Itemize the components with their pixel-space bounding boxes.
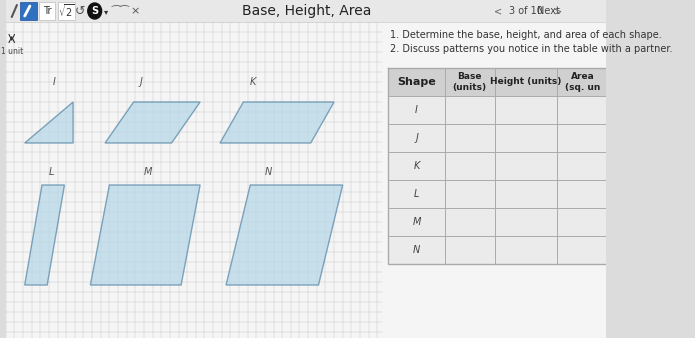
- Text: $\sqrt{2}$: $\sqrt{2}$: [58, 3, 74, 19]
- Text: M: M: [144, 167, 152, 177]
- Text: L: L: [414, 189, 419, 199]
- Bar: [6, 0, 606, 22]
- Text: 2. Discuss patterns you notice in the table with a partner.: 2. Discuss patterns you notice in the ta…: [390, 44, 673, 54]
- Bar: [40, 2, 55, 20]
- Text: Base
(units): Base (units): [452, 72, 486, 92]
- Text: S: S: [91, 6, 98, 17]
- Text: Base, Height, Area: Base, Height, Area: [242, 4, 371, 18]
- Text: I: I: [415, 105, 418, 115]
- Text: <: <: [494, 6, 502, 16]
- Text: N: N: [413, 245, 420, 255]
- Text: 1. Determine the base, height, and area of each shape.: 1. Determine the base, height, and area …: [390, 30, 662, 40]
- Polygon shape: [105, 102, 200, 143]
- Circle shape: [88, 3, 101, 19]
- Text: I: I: [54, 77, 56, 87]
- Text: >: >: [555, 6, 562, 16]
- Bar: [389, 68, 609, 96]
- Text: J: J: [140, 77, 142, 87]
- Text: ⁀: ⁀: [111, 7, 120, 17]
- Text: ▾: ▾: [104, 7, 108, 17]
- Bar: [58, 2, 75, 20]
- Bar: [19, 2, 37, 20]
- Text: Tr: Tr: [43, 6, 51, 16]
- Polygon shape: [226, 185, 343, 285]
- Text: Shape: Shape: [398, 77, 436, 87]
- Text: K: K: [414, 161, 420, 171]
- Text: Next: Next: [537, 6, 560, 16]
- Text: ⁀: ⁀: [120, 7, 129, 17]
- Text: L: L: [49, 167, 54, 177]
- Text: J: J: [415, 133, 418, 143]
- Text: Area
(sq. un: Area (sq. un: [565, 72, 600, 92]
- Polygon shape: [25, 102, 73, 143]
- Text: 1 unit: 1 unit: [1, 47, 23, 56]
- Text: 3 of 10: 3 of 10: [509, 6, 543, 16]
- Text: K: K: [250, 77, 256, 87]
- Polygon shape: [25, 185, 65, 285]
- Text: N: N: [265, 167, 272, 177]
- Bar: [389, 68, 609, 264]
- Text: Height (units): Height (units): [490, 77, 562, 87]
- Polygon shape: [220, 102, 334, 143]
- Text: ×: ×: [130, 6, 140, 16]
- Text: ↺: ↺: [75, 4, 85, 18]
- Text: M: M: [412, 217, 420, 227]
- Polygon shape: [90, 185, 200, 285]
